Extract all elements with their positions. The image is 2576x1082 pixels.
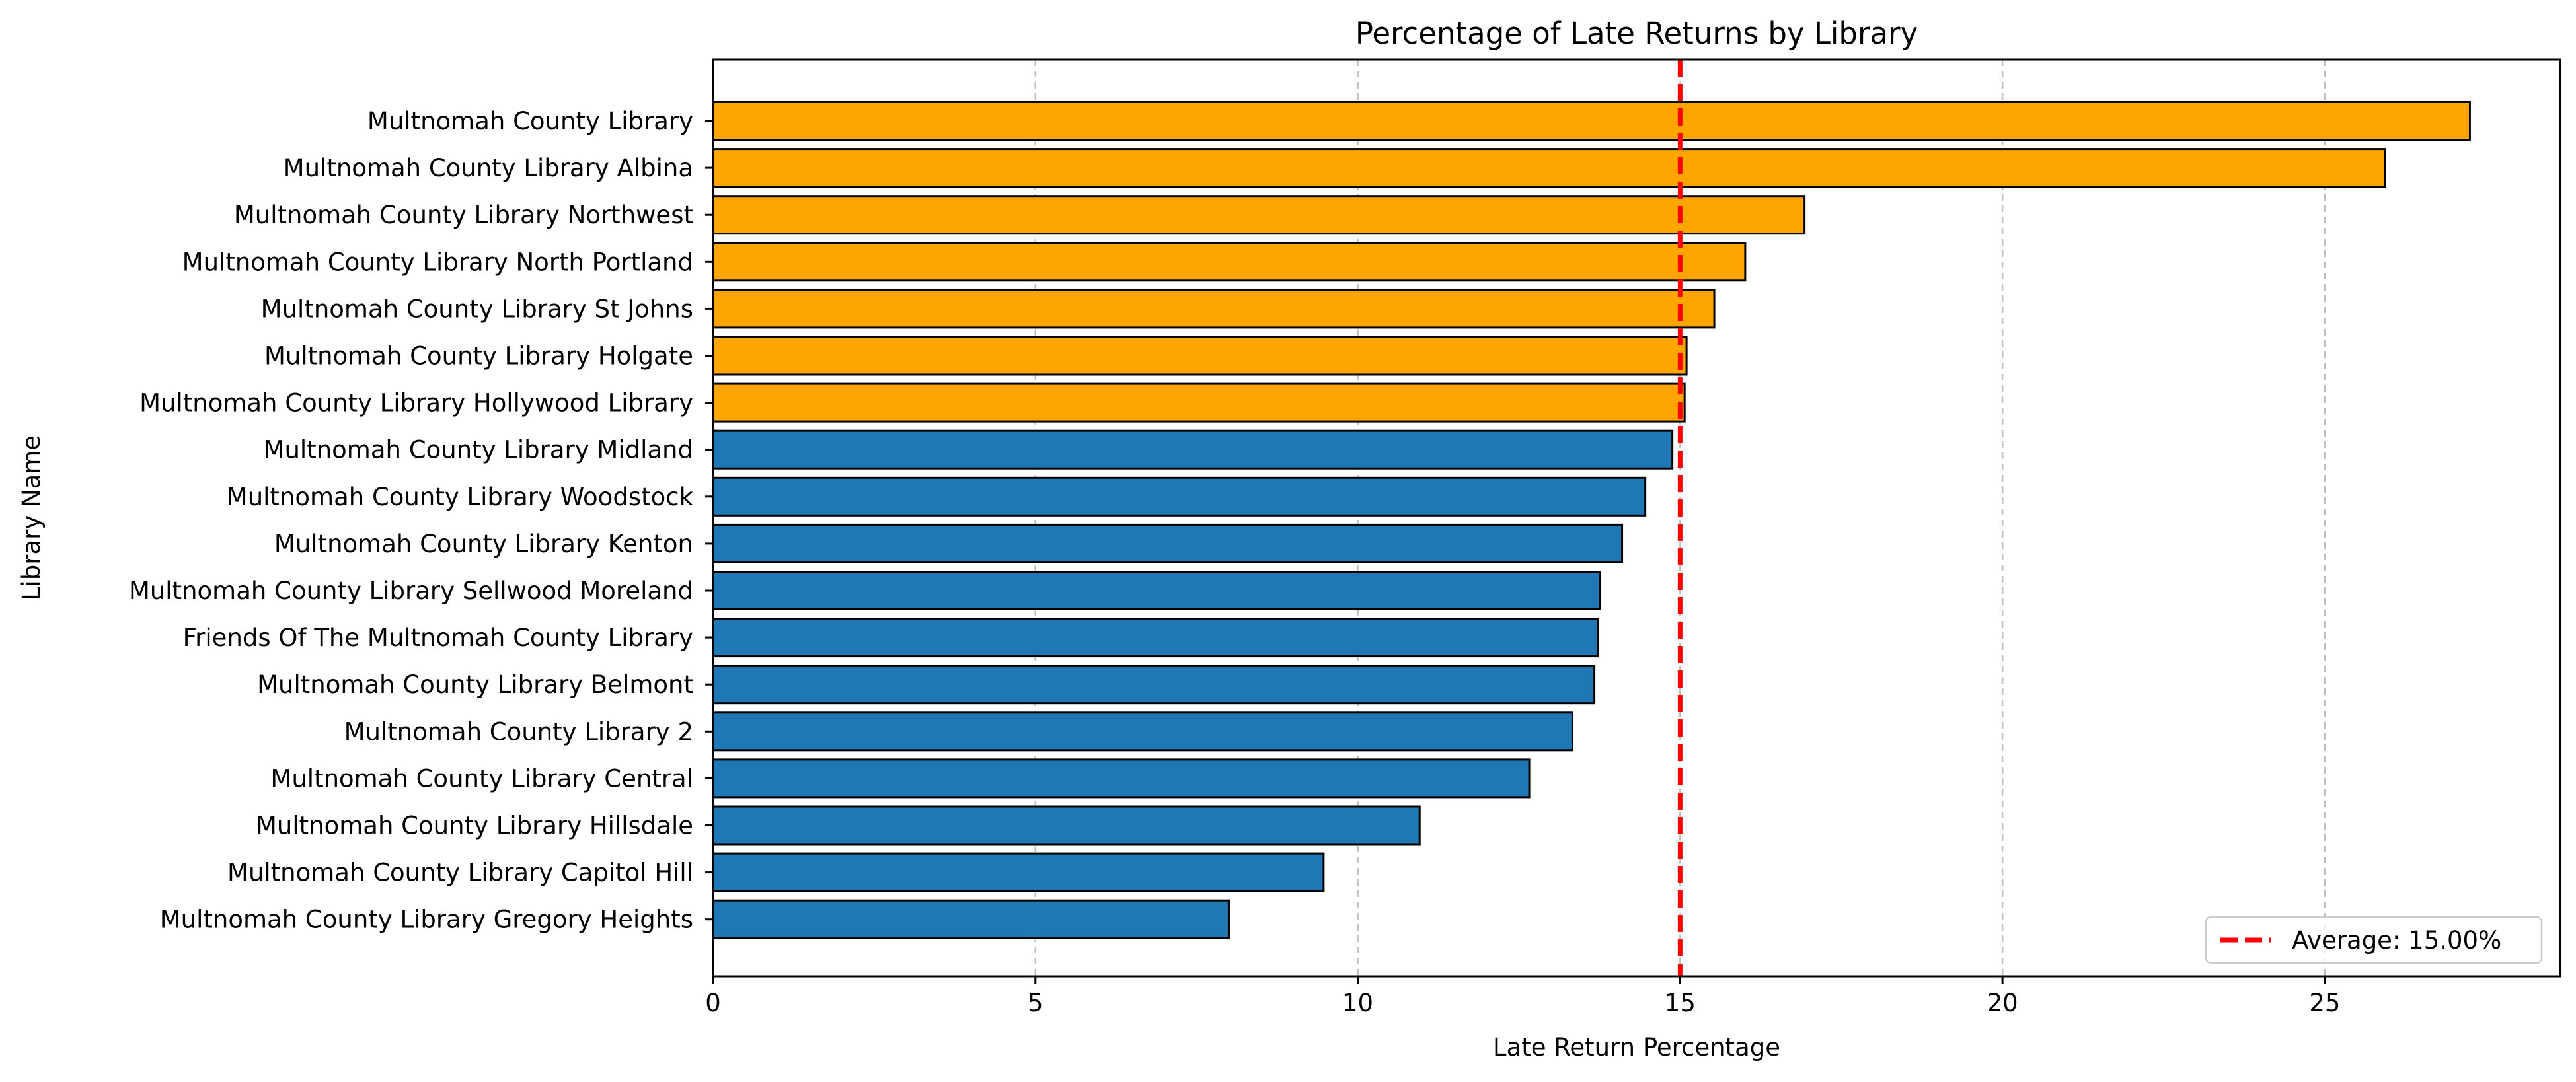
bar: [712, 523, 1624, 563]
bar: [712, 805, 1421, 846]
bar: [712, 571, 1601, 610]
chart-title: Percentage of Late Returns by Library: [1355, 16, 1918, 51]
y-tick-label: Multnomah County Library Midland: [264, 436, 693, 464]
bar: [712, 758, 1531, 799]
y-tick-label: Multnomah County Library Woodstock: [227, 483, 694, 511]
y-tick-label: Multnomah County Library Capitol Hill: [227, 859, 693, 887]
y-tick-label: Multnomah County Library Holgate: [264, 342, 693, 371]
y-tick-label: Multnomah County Library Belmont: [257, 670, 693, 699]
y-tick-label: Multnomah County Library St Johns: [261, 295, 693, 323]
x-tick-label: 15: [1665, 989, 1696, 1017]
x-tick-label: 25: [2309, 989, 2340, 1017]
y-tick-label: Multnomah County Library Sellwood Morela…: [129, 577, 693, 605]
bar: [712, 242, 1747, 282]
x-tick-label: 0: [705, 989, 721, 1017]
y-tick-label: Multnomah County Library Central: [270, 764, 693, 793]
bar: [712, 195, 1806, 235]
y-tick-label: Multnomah County Library North Portland: [182, 248, 693, 276]
bar: [712, 665, 1596, 705]
bar: [712, 711, 1573, 752]
x-tick-label: 5: [1028, 989, 1043, 1017]
bar: [712, 336, 1688, 376]
x-axis-label: Late Return Percentage: [1493, 1033, 1780, 1062]
y-axis-ticks: Multnomah County Library Multnomah County…: [129, 107, 713, 934]
bar: [712, 429, 1674, 470]
bar: [712, 618, 1599, 658]
y-tick-label: Multnomah County Library: [367, 107, 693, 135]
bar: [712, 101, 2471, 141]
bar: [712, 899, 1230, 939]
y-tick-label: Multnomah County Library 2: [344, 717, 693, 746]
bar: [712, 382, 1686, 423]
y-tick-label: Multnomah County Library Kenton: [274, 530, 693, 558]
bar: [712, 476, 1647, 517]
y-tick-label: Multnomah County Library Hollywood Libra…: [139, 389, 693, 417]
y-tick-label: Friends Of The Multnomah County Library: [183, 624, 693, 652]
legend: Average: 15.00%: [2205, 916, 2543, 964]
y-tick-label: Multnomah County Library Albina: [284, 154, 693, 182]
plot-area-frame: [712, 58, 2561, 978]
x-axis-ticks: 0 5 10 15 20 25: [705, 976, 2340, 1017]
y-axis-label: Library Name: [17, 435, 46, 600]
legend-frame: [2205, 916, 2543, 964]
bar: [712, 852, 1325, 892]
x-tick-label: 10: [1342, 989, 1373, 1017]
y-tick-label: Multnomah County Library Hillsdale: [256, 812, 693, 840]
bar: [712, 289, 1716, 329]
y-tick-label: Multnomah County Library Northwest: [234, 201, 693, 229]
y-tick-label: Multnomah County Library Gregory Heights: [160, 906, 693, 934]
bar: [712, 148, 2386, 188]
x-tick-label: 20: [1987, 989, 2018, 1017]
legend-label: Average: 15.00%: [2292, 926, 2501, 955]
bars: [712, 101, 2471, 939]
